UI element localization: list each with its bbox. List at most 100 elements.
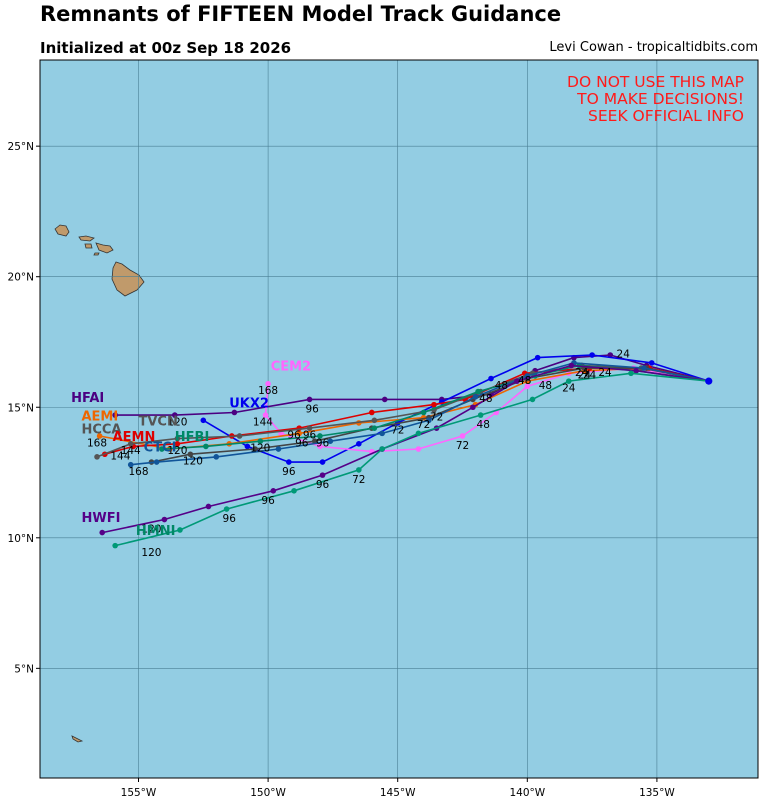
track-point-hwfi [205,503,212,510]
forecast-hour-label: 144 [121,445,141,457]
track-point-hmni [177,527,183,533]
forecast-hour-label: 24 [578,370,592,382]
track-point-hwfi [270,488,277,494]
lon-tick-label: 155°W [121,787,157,799]
track-point-hcca [127,441,134,447]
model-label-aemi: AEMI [81,409,118,424]
track-point-ukx2 [488,375,494,382]
nihoa-rock [71,735,84,743]
forecast-hour-label: 72 [430,411,443,423]
lat-tick-label: 5°N [14,663,34,675]
model-label-hwfi: HWFI [81,511,120,526]
track-point-hwfi [514,378,520,384]
track-point-hwfi [470,404,476,411]
track-point-tvcn [252,446,258,452]
forecast-hour-label: 120 [141,524,161,536]
forecast-hour-label: 24 [562,383,576,395]
lat-lon-grid [40,60,758,778]
track-point-ctci [213,454,220,460]
forecast-hour-label: 96 [316,437,330,449]
hawaii-islands [54,224,145,743]
kahoolawe-island [93,252,100,256]
forecast-hour-label: 168 [128,466,148,478]
track-point-hmni [379,446,385,452]
track-point-aemn [431,401,437,408]
axis-labels: 25°N 20°N 15°N 10°N 5°N 155°W 150°W 145°W 140°W 1… [8,141,676,799]
track-point-ctci [472,394,479,400]
track-point-ukx2 [356,441,362,447]
forecast-hour-label: 96 [316,479,330,491]
lat-tick-label: 10°N [8,533,34,545]
lat-tick-label: 25°N [8,141,34,153]
forecast-hour-label: 24 [617,349,631,361]
warning-line-2: TO MAKE DECISIONS! [576,90,744,108]
track-point-hfbi [371,425,378,431]
oahu-island [78,235,95,242]
forecast-hour-label: 72 [456,440,469,452]
lon-tick-label: 135°W [639,787,675,799]
forecast-hour-label: 144 [110,450,130,462]
forecast-hour-label: 24 [598,367,612,379]
track-point-aemn [174,441,181,447]
track-point-hfai [381,396,388,403]
model-label-aemn: AEMN [113,430,156,445]
credit: Levi Cowan - tropicaltidbits.com [549,40,758,55]
track-point-hmni [356,467,362,473]
forecast-hour-label: 72 [417,419,430,431]
forecast-hour-label: 72 [352,474,365,486]
track-point-ctci [641,365,647,371]
track-point-hwfi [633,367,639,374]
molokai-island [84,243,93,249]
init-time: Initialized at 00z Sep 18 2026 [40,39,292,57]
track-point-hwfi [161,516,168,523]
track-point-ukx2 [319,459,326,465]
model-label-tvcn: TVCN [138,415,177,430]
track-point-ctci [379,430,385,437]
track-point-hwfi [99,529,106,536]
lat-tick-label: 20°N [8,272,34,284]
track-point-hmni [477,412,484,418]
track-point-hfbi [475,388,481,395]
forecast-hour-label: 96 [303,430,317,442]
track-point-hmni [291,488,297,494]
track-point-hmni [223,506,230,512]
forecast-hour-label: 96 [261,495,275,507]
track-point-hcca [94,454,100,460]
maui-island [95,242,114,254]
storm-initial-position [705,377,713,385]
forecast-hour-label: 96 [287,430,301,442]
forecast-hour-label: 24 [583,370,597,382]
track-point-hcca [174,435,181,442]
lon-tick-label: 150°W [250,787,286,799]
track-point-hcca [236,433,243,439]
forecast-hour-label: 48 [539,380,552,392]
track-point-hfbi [420,409,427,416]
chart-title: Remnants of FIFTEEN Model Track Guidance [40,2,562,26]
forecast-hour-label: 120 [250,443,270,455]
forecast-hour-label: 120 [167,417,187,429]
track-point-hfai [306,396,313,403]
lat-tick-label: 15°N [8,402,34,414]
forecast-hour-label: 72 [391,424,404,436]
track-point-cem2 [415,446,422,452]
track-point-aemi [96,433,103,439]
forecast-hour-label: 168 [87,437,107,449]
track-point-hfbi [203,443,209,450]
track-point-hmni [415,430,422,437]
model-label-ukx2: UKX2 [229,396,269,411]
model-label-cem2: CEM2 [271,360,311,375]
forecast-hour-label: 96 [305,403,319,415]
track-point-ctci [127,461,134,468]
forecast-hour-label: 24 [575,367,589,379]
track-point-hfai [171,412,178,418]
warning-box: DO NOT USE THIS MAP TO MAKE DECISIONS! S… [567,73,744,125]
track-point-cem2 [459,433,466,439]
track-point-ukx2 [200,417,207,424]
track-point-ctci [426,417,432,424]
track-point-ukx2 [534,354,541,361]
model-label-hcca: HCCA [81,422,121,437]
track-point-cem2 [262,412,269,418]
track-ctci [130,362,709,466]
